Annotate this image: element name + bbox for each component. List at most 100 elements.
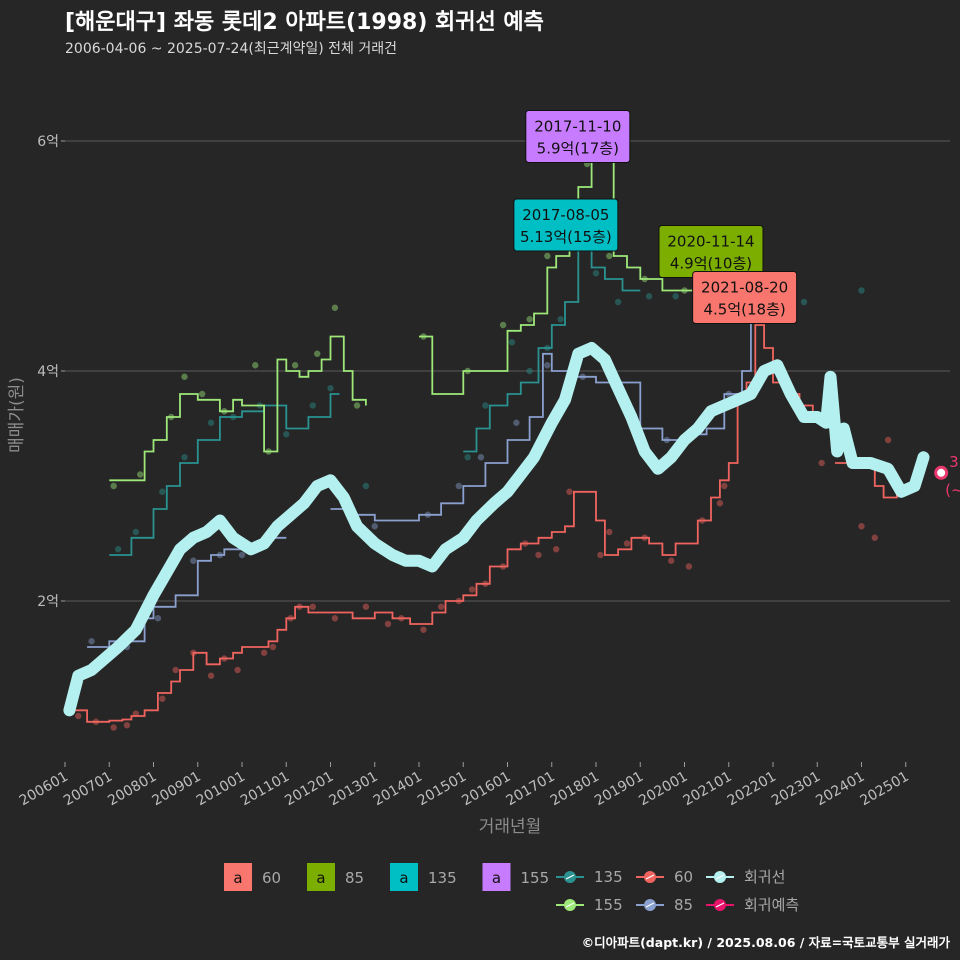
scatter-point — [721, 482, 728, 490]
scatter-point — [309, 603, 316, 610]
series-line-85 — [330, 266, 760, 522]
scatter-point — [114, 546, 122, 553]
scatter-point — [75, 712, 82, 720]
annotation-price: 5.13억(15층) — [520, 228, 612, 246]
scatter-point — [672, 293, 679, 300]
scatter-point — [535, 551, 542, 559]
legend-line-item: 60 — [636, 868, 693, 886]
scatter-point — [88, 638, 95, 645]
scatter-point — [606, 528, 613, 536]
legend-line-glyph — [645, 874, 655, 880]
scatter-point — [526, 316, 533, 323]
scatter-point — [159, 695, 166, 702]
legend-fill-item: a 155 — [482, 863, 550, 891]
scatter-point — [198, 390, 206, 398]
legend-line-glyph — [565, 874, 575, 880]
scatter-point — [207, 672, 215, 679]
annotations: 2017-11-10 5.9억(17층) 2017-08-055.13억(15층) 2… — [513, 110, 798, 324]
scatter-point — [384, 620, 392, 628]
legend-fill-label: 155 — [521, 869, 550, 887]
scatter-point — [181, 454, 188, 461]
scatter-point — [544, 252, 551, 260]
annotation-label: 2021-08-20 4.5억(18층) — [692, 271, 798, 324]
legend-line-glyph — [715, 902, 725, 908]
legend-line-label: 60 — [674, 868, 693, 886]
scatter-point — [884, 436, 892, 444]
legend-line-item: 155 — [556, 896, 623, 914]
legend-line-item: 회귀선 — [706, 868, 785, 886]
legend-fill-swatch — [307, 863, 335, 891]
legend-line-item: 85 — [636, 896, 693, 914]
legend-line-label: 135 — [594, 868, 623, 886]
y-tick-label: 2억 — [37, 594, 59, 610]
x-axis-title: 거래년월 — [479, 817, 542, 837]
annotation-label: 2017-08-05 5.13억(15층) — [513, 198, 619, 252]
legend-line-glyph — [565, 902, 575, 908]
scatter-point — [110, 724, 117, 731]
scatter-point — [623, 540, 631, 547]
scatter-point — [685, 563, 693, 570]
legend-fill-swatch — [482, 863, 511, 891]
series-line-155 — [109, 335, 367, 482]
y-axis-title: 매매가(원) — [7, 377, 27, 453]
annotation-date: 2020-11-14 — [667, 233, 754, 251]
scatter-point — [110, 482, 117, 490]
scatter-point — [468, 586, 476, 593]
legend-fill-item: a 135 — [390, 863, 457, 891]
y-tick-label: 4억 — [37, 364, 59, 380]
chart-title: [해운대구] 좌동 롯데2 아파트(1998) 회귀선 예측 — [65, 10, 544, 35]
series-line-135 — [109, 393, 340, 556]
legend-line-item: 회귀예측 — [706, 896, 799, 914]
scatter-point — [513, 419, 520, 426]
annotation-label: 2020-11-14 4.9억(10층) — [658, 225, 764, 278]
forecast-layer: 31,150 (~60㎡) — [934, 453, 960, 499]
scatter-point — [544, 362, 551, 369]
scatter-point — [252, 362, 259, 369]
legend-fill-glyph: a — [399, 869, 408, 887]
legend-fill-label: 85 — [345, 869, 364, 887]
y-tick-label: 6억 — [37, 134, 59, 150]
scatter-point — [606, 252, 613, 260]
scatter-point — [331, 304, 339, 311]
scatter-point — [858, 523, 865, 530]
annotation-price: 5.9억(17층) — [537, 140, 619, 158]
scatter-point — [818, 459, 825, 467]
scatter-point — [716, 500, 724, 507]
forecast-point — [934, 465, 949, 480]
scatter-point — [309, 402, 316, 409]
scatter-point — [566, 488, 573, 495]
scatter-point — [557, 316, 564, 323]
scatter-point — [437, 603, 445, 610]
legend-fill-swatch — [390, 863, 418, 891]
scatter-point — [371, 523, 378, 530]
scatter-point — [362, 482, 370, 490]
scatter-point — [353, 402, 361, 409]
legend-line-label: 85 — [674, 896, 693, 914]
legend-fill-label: 60 — [262, 869, 281, 887]
scatter-point — [614, 298, 622, 306]
scatter-point — [482, 402, 489, 409]
scatter-point — [123, 722, 131, 729]
legend-line-label: 회귀예측 — [744, 896, 799, 914]
legend-fill-item: a 85 — [307, 863, 364, 891]
legend-fill-glyph: a — [492, 869, 501, 887]
scatter-point — [592, 270, 600, 277]
scatter-point — [238, 551, 246, 559]
scatter-point — [181, 373, 188, 380]
scatter-point — [234, 666, 241, 674]
scatter-point — [137, 471, 144, 478]
scatter-point — [858, 287, 865, 294]
scatter-point — [645, 293, 653, 300]
annotation-date: 2017-11-10 — [534, 118, 621, 136]
chart-subtitle: 2006-04-06 ~ 2025-07-24(최근계약일) 전체 거래건 — [65, 41, 397, 57]
annotation-box — [692, 271, 798, 324]
scatter-point — [283, 431, 290, 438]
regression-layer — [63, 342, 930, 717]
chart-caption: ©디아파트(dapt.kr) / 2025.08.06 / 자료=국토교통부 실… — [582, 935, 951, 950]
annotation-box — [513, 198, 619, 252]
scatter-point — [464, 454, 471, 461]
scatter-point — [132, 528, 139, 536]
scatter-point — [499, 321, 507, 329]
forecast-value-label: 31,150 — [949, 453, 960, 471]
